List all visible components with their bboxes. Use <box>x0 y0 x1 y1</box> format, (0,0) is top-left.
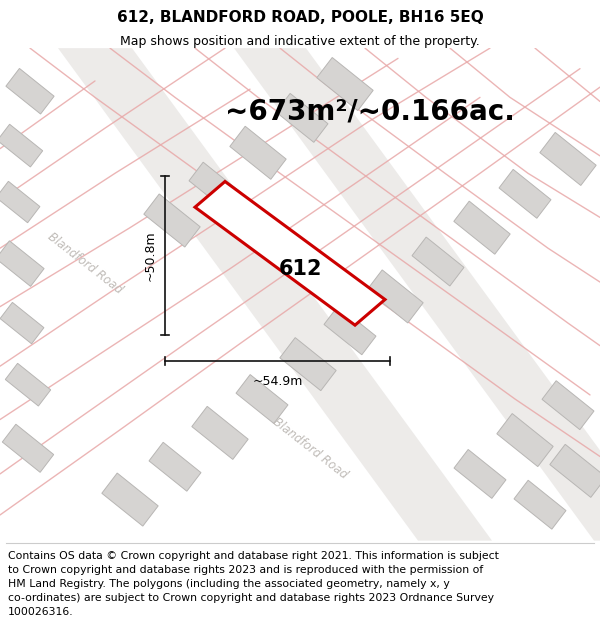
Polygon shape <box>317 58 373 111</box>
Text: ~50.8m: ~50.8m <box>144 231 157 281</box>
Polygon shape <box>234 48 600 541</box>
Polygon shape <box>236 374 288 424</box>
Polygon shape <box>0 302 44 344</box>
Polygon shape <box>497 414 553 467</box>
Polygon shape <box>367 270 423 323</box>
Polygon shape <box>454 201 510 254</box>
Polygon shape <box>550 444 600 498</box>
Text: Contains OS data © Crown copyright and database right 2021. This information is : Contains OS data © Crown copyright and d… <box>8 551 499 561</box>
Polygon shape <box>102 473 158 526</box>
Polygon shape <box>189 162 241 211</box>
Text: HM Land Registry. The polygons (including the associated geometry, namely x, y: HM Land Registry. The polygons (includin… <box>8 579 449 589</box>
Text: Blandford Road: Blandford Road <box>270 415 350 481</box>
Polygon shape <box>499 169 551 218</box>
Polygon shape <box>514 480 566 529</box>
Polygon shape <box>195 181 385 325</box>
Text: to Crown copyright and database rights 2023 and is reproduced with the permissio: to Crown copyright and database rights 2… <box>8 565 483 575</box>
Text: 100026316.: 100026316. <box>8 608 73 618</box>
Polygon shape <box>58 48 492 541</box>
Polygon shape <box>5 363 51 406</box>
Polygon shape <box>540 132 596 186</box>
Polygon shape <box>6 68 54 114</box>
Polygon shape <box>230 126 286 179</box>
Text: co-ordinates) are subject to Crown copyright and database rights 2023 Ordnance S: co-ordinates) are subject to Crown copyr… <box>8 593 494 603</box>
Polygon shape <box>0 241 44 286</box>
Text: ~673m²/~0.166ac.: ~673m²/~0.166ac. <box>225 98 515 126</box>
Polygon shape <box>542 381 594 429</box>
Polygon shape <box>0 124 43 167</box>
Polygon shape <box>149 442 201 491</box>
Text: 612: 612 <box>278 259 322 279</box>
Polygon shape <box>324 306 376 355</box>
Polygon shape <box>412 237 464 286</box>
Polygon shape <box>454 449 506 498</box>
Text: ~54.9m: ~54.9m <box>253 376 302 388</box>
Text: Blandford Road: Blandford Road <box>45 231 125 297</box>
Text: 612, BLANDFORD ROAD, POOLE, BH16 5EQ: 612, BLANDFORD ROAD, POOLE, BH16 5EQ <box>116 9 484 24</box>
Polygon shape <box>0 181 40 222</box>
Text: Map shows position and indicative extent of the property.: Map shows position and indicative extent… <box>120 34 480 48</box>
Polygon shape <box>2 424 53 472</box>
Polygon shape <box>276 93 328 142</box>
Polygon shape <box>144 194 200 247</box>
Polygon shape <box>192 406 248 459</box>
Polygon shape <box>280 338 336 391</box>
